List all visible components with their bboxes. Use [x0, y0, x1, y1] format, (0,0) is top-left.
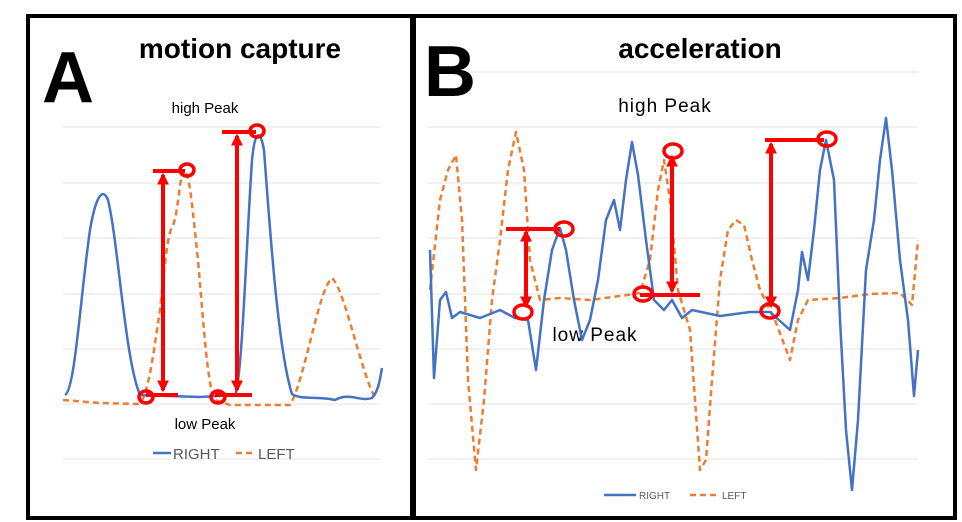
panel-b: B acceleration high Peak low Peak RIGHT … [412, 14, 957, 520]
shape [662, 142, 684, 160]
legend: RIGHT LEFT [153, 446, 295, 463]
high-note: high Peak [172, 100, 239, 117]
shape [816, 130, 838, 148]
left-curve [62, 168, 378, 407]
shape [178, 162, 196, 178]
low-note: low Peak [175, 416, 236, 433]
shape [632, 285, 654, 303]
high-note: high Peak [618, 96, 712, 117]
shape [137, 389, 155, 405]
low-note: low Peak [552, 325, 637, 346]
peak-markers [137, 123, 266, 405]
panel-border [412, 14, 957, 520]
shape [248, 123, 266, 139]
shape [553, 220, 575, 238]
panel-label: A [42, 38, 94, 118]
panel-title: motion capture [139, 33, 341, 64]
panel-title: acceleration [618, 33, 781, 64]
legend-label: RIGHT [639, 491, 670, 502]
legend: RIGHT LEFT [604, 491, 746, 502]
panel-a: A motion capture high Peak low Peak RIGH… [26, 14, 414, 520]
legend-label: LEFT [722, 491, 746, 502]
right-curve [428, 116, 920, 492]
legend-label: RIGHT [173, 446, 220, 463]
shape [209, 389, 227, 405]
shape [512, 303, 534, 321]
peak-markers [506, 130, 838, 321]
right-curve [64, 134, 384, 402]
legend-label: LEFT [258, 446, 295, 463]
shape [759, 302, 781, 320]
grid [63, 126, 380, 460]
left-curve [428, 130, 920, 472]
panel-label: B [424, 32, 476, 112]
